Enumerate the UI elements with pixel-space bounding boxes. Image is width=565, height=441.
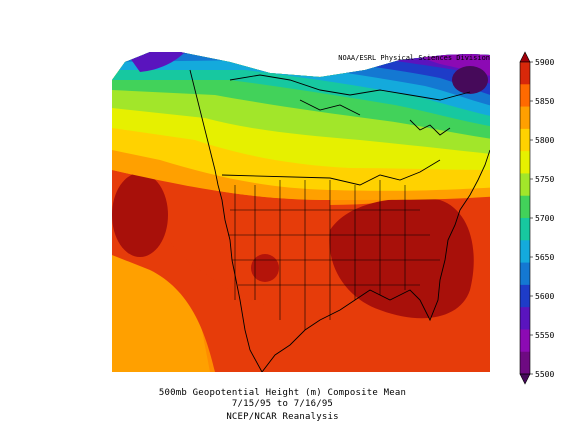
colorbar-segment	[520, 106, 530, 130]
caption-line-2: 7/15/95 to 7/16/95	[231, 399, 334, 409]
colorbar-tick-label: 5600	[535, 292, 554, 301]
colorbar-segment	[520, 151, 530, 174]
colorbar-tick-label: 5700	[535, 214, 554, 223]
credit-text: NOAA/ESRL Physical Sciences Division	[338, 54, 490, 62]
continental-outline	[189, 69, 490, 372]
colorbar-segment	[520, 173, 530, 197]
colorbar-tick-label: 5550	[535, 331, 554, 340]
colorbar-segment	[520, 62, 530, 85]
colorbar-tick-label: 5800	[535, 136, 554, 145]
caption-line-3: NCEP/NCAR Reanalysis	[226, 412, 339, 422]
state-boundaries	[228, 180, 440, 330]
colorbar-tick-label: 5750	[535, 175, 554, 184]
colorbar-segment	[520, 262, 530, 286]
colorbar-segment	[520, 329, 530, 353]
colorbar-tick-label: 5900	[535, 58, 554, 67]
caption-line-1: 500mb Geopotential Height (m) Composite …	[158, 388, 407, 398]
contour-fill	[112, 52, 490, 372]
colorbar-segment	[520, 128, 530, 152]
colorbar-segment	[520, 84, 530, 107]
colorbar-segment	[520, 218, 530, 241]
colorbar: 5900 5850 5800 5750 5700 5650 5600 5550 5500	[519, 51, 554, 385]
colorbar-segment	[520, 307, 530, 330]
colorbar-segment	[520, 351, 530, 375]
colorbar-tick-label: 5850	[535, 97, 554, 106]
colorbar-top-arrow	[519, 51, 531, 63]
colorbar-tick-label: 5650	[535, 253, 554, 262]
colorbar-segment	[520, 284, 530, 308]
colorbar-segment	[520, 195, 530, 219]
colorbar-tick-label: 5500	[535, 370, 554, 379]
colorbar-bottom-arrow	[519, 373, 531, 385]
colorbar-segment	[520, 240, 530, 263]
